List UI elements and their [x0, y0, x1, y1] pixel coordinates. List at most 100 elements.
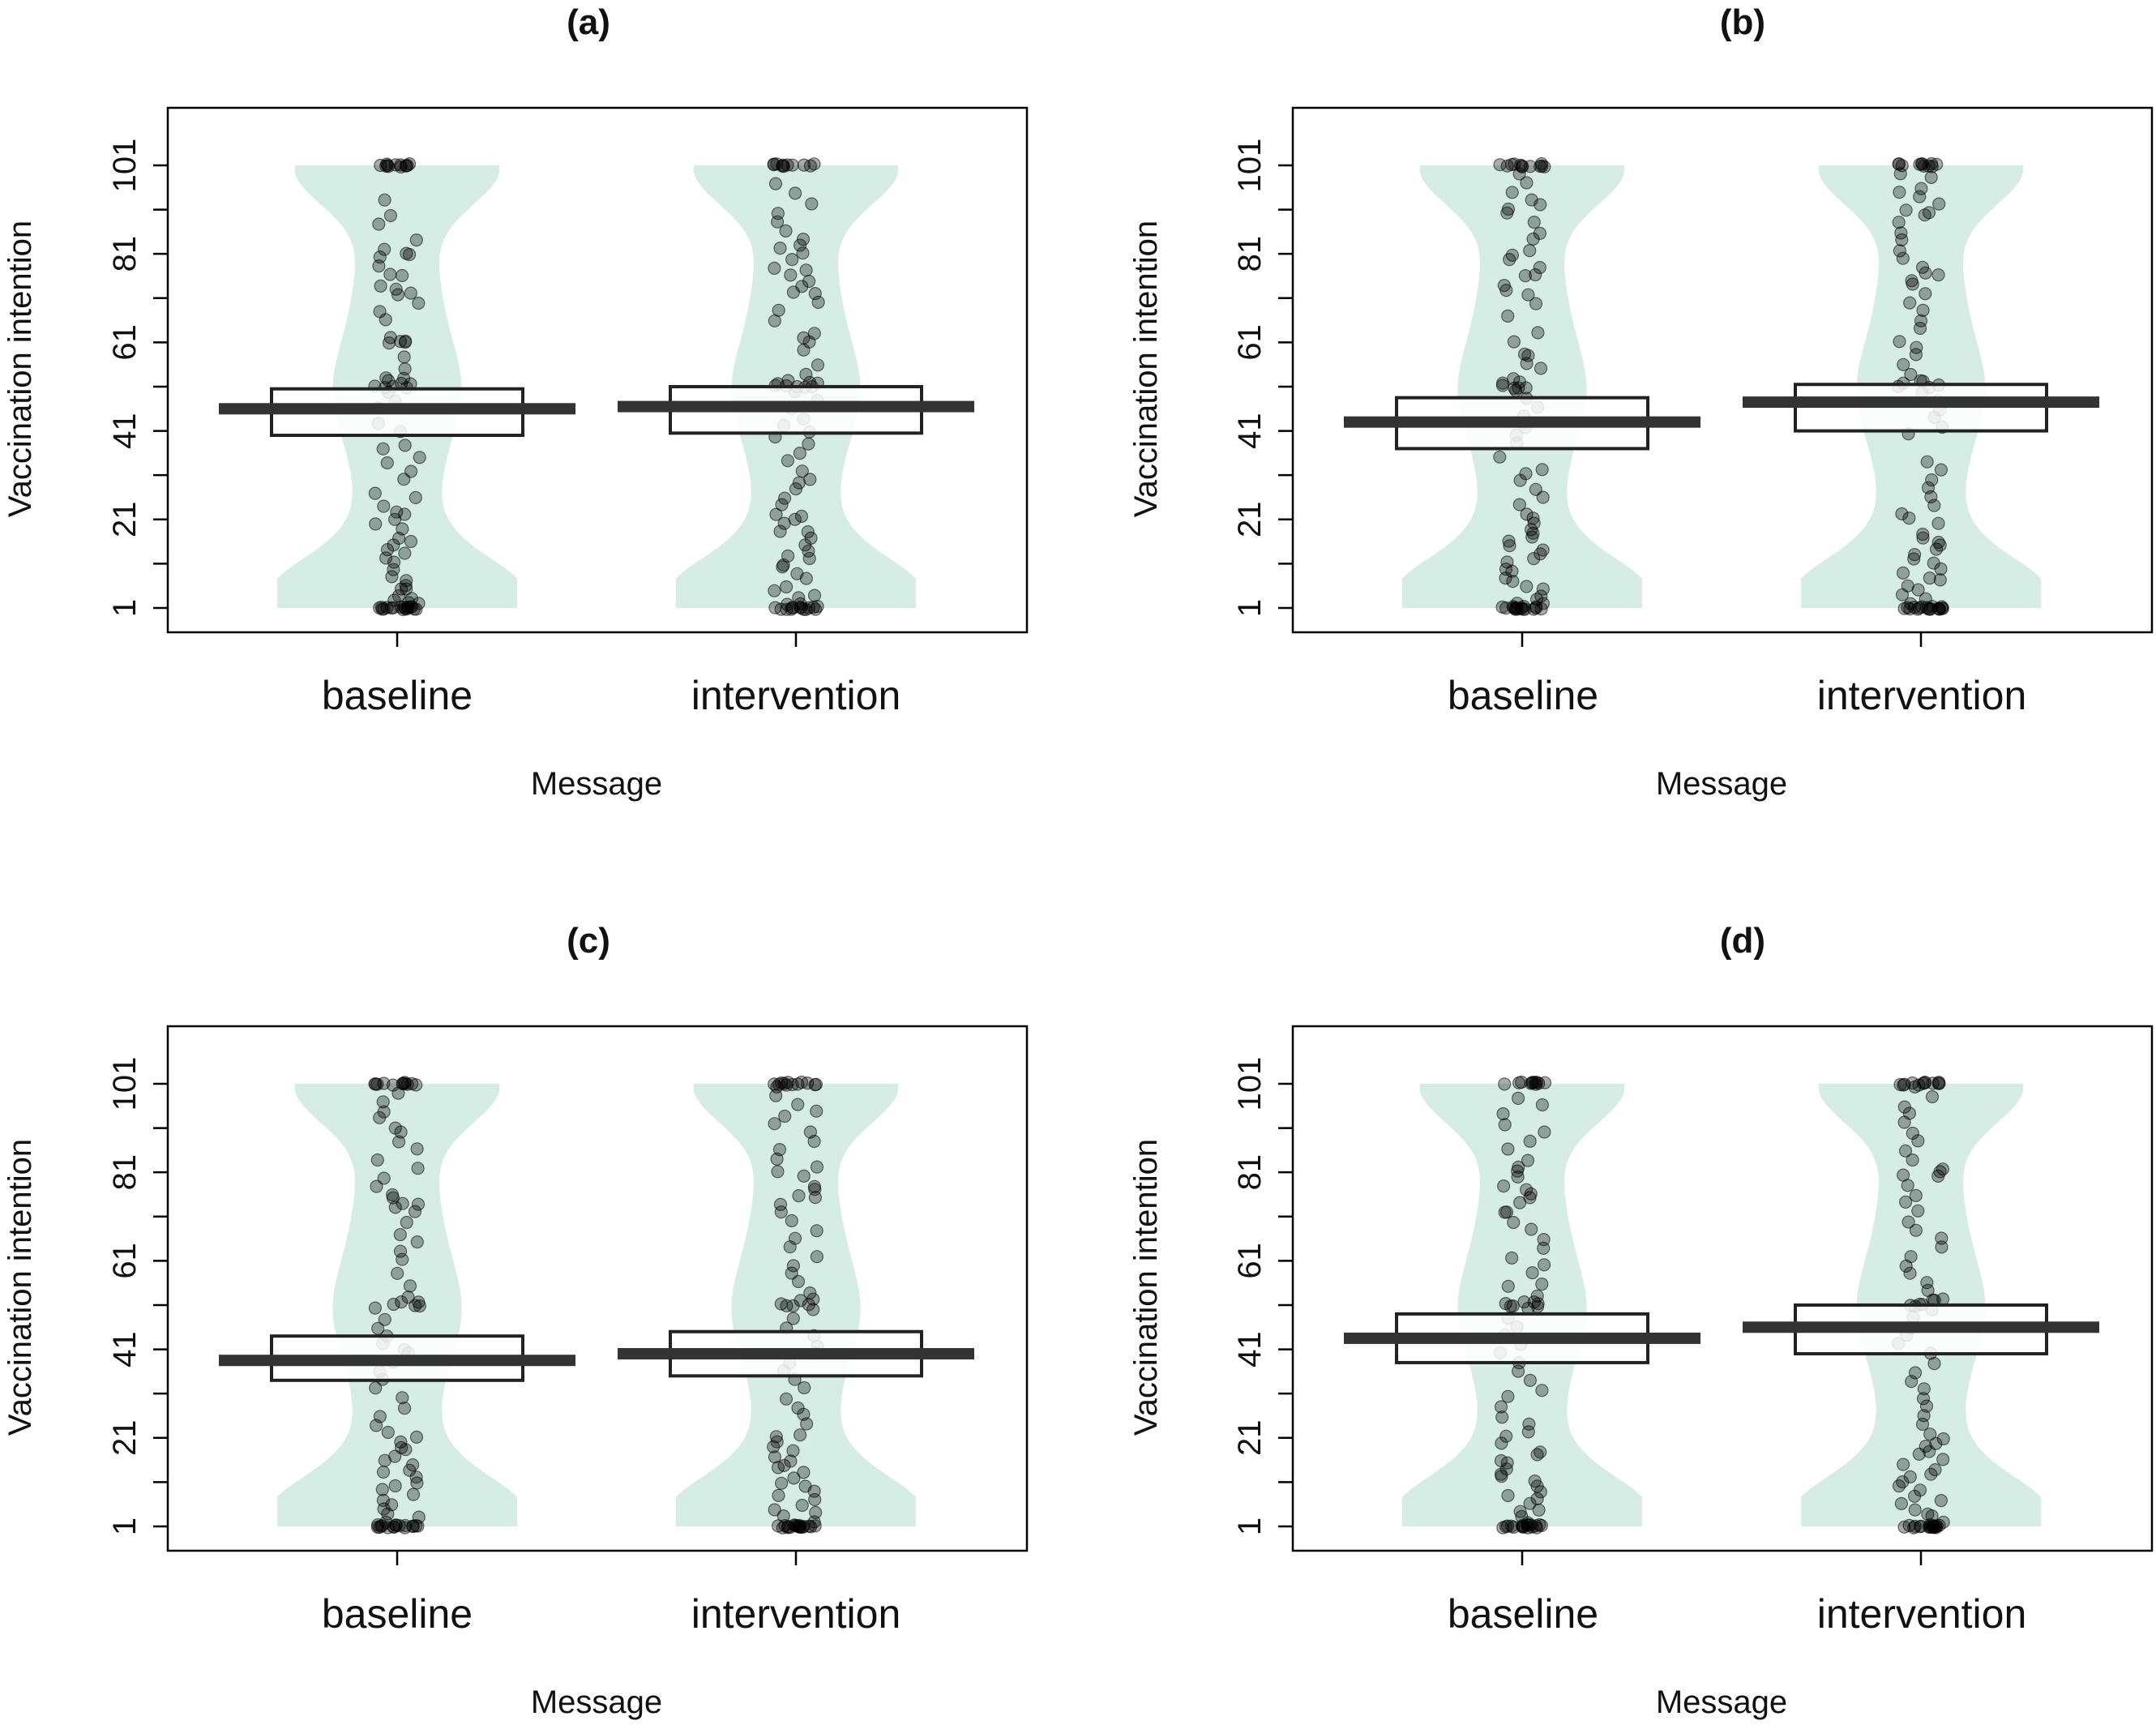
data-point: [1914, 182, 1928, 195]
data-point: [396, 1391, 409, 1405]
data-point: [393, 1227, 407, 1242]
data-point: [408, 1205, 422, 1218]
data-point: [1520, 507, 1534, 521]
data-point: [406, 1487, 421, 1501]
data-point: [781, 454, 795, 468]
data-point: [1523, 1373, 1538, 1388]
category-label-baseline: baseline: [1448, 673, 1598, 718]
data-point: [1527, 516, 1541, 530]
data-point: [385, 601, 399, 615]
y-axis-title: Vaccination intention: [1128, 1139, 1164, 1436]
data-point: [377, 1171, 391, 1185]
data-point: [383, 208, 397, 223]
data-point: [791, 1098, 805, 1111]
data-point: [1892, 216, 1906, 229]
data-point: [1517, 347, 1532, 361]
plot-frame: [1291, 106, 2154, 634]
data-point: [1499, 1296, 1512, 1311]
data-point: [397, 371, 411, 385]
data-point: [1532, 1503, 1546, 1517]
data-point: [1505, 186, 1519, 199]
data-point: [1895, 233, 1909, 246]
data-point: [801, 524, 815, 539]
data-point: [369, 517, 383, 531]
y-tick-label: 1: [107, 599, 143, 617]
data-point: [797, 1466, 811, 1479]
data-point: [1533, 226, 1547, 240]
median-bar-intervention: [1743, 396, 2099, 409]
data-point: [809, 1505, 823, 1520]
category-label-intervention: intervention: [1817, 673, 2027, 718]
data-point: [804, 531, 818, 546]
data-point: [397, 350, 411, 364]
data-point: [376, 1465, 391, 1479]
y-tick-label: 21: [107, 1420, 143, 1457]
data-point: [806, 1303, 820, 1316]
data-point: [1536, 597, 1551, 610]
data-point: [1495, 1436, 1508, 1450]
data-point: [398, 362, 412, 376]
data-point: [768, 1450, 782, 1464]
data-point: [1919, 1399, 1934, 1413]
data-point: [807, 589, 822, 602]
plot-frame: [166, 1025, 1029, 1552]
x-axis-title: Message: [531, 766, 662, 802]
data-point: [372, 217, 386, 231]
violin-baseline: [1402, 165, 1642, 608]
data-point: [1935, 1231, 1949, 1245]
data-point: [796, 246, 810, 260]
data-point: [1923, 1428, 1937, 1441]
data-point: [387, 538, 400, 552]
data-point: [1929, 1436, 1943, 1451]
data-point: [393, 1244, 408, 1258]
y-tick-label: 41: [1232, 1331, 1268, 1368]
y-tick-label: 61: [1232, 324, 1268, 361]
data-point: [1910, 340, 1923, 354]
data-point: [1534, 362, 1548, 375]
data-point: [1920, 455, 1934, 469]
data-point: [1928, 1462, 1942, 1477]
data-point: [370, 1153, 384, 1167]
data-point: [1528, 1075, 1542, 1089]
data-point: [398, 439, 412, 452]
data-point: [801, 1076, 815, 1090]
data-point: [376, 1493, 390, 1508]
data-point: [1924, 170, 1938, 184]
data-point: [802, 437, 815, 451]
data-point: [1901, 1215, 1915, 1229]
data-point: [1501, 309, 1515, 323]
data-point: [793, 1428, 807, 1442]
data-point: [1535, 1384, 1549, 1398]
data-point: [776, 1509, 790, 1523]
data-point: [791, 1077, 805, 1091]
data-point: [379, 371, 393, 385]
y-tick-label: 21: [1232, 502, 1268, 538]
category-label-intervention: intervention: [691, 673, 901, 718]
data-point: [375, 1483, 389, 1496]
y-tick-label: 1: [1232, 1517, 1268, 1535]
data-point: [786, 1444, 800, 1457]
data-point: [1916, 527, 1930, 541]
data-point: [376, 1095, 390, 1109]
data-point: [1893, 167, 1907, 181]
data-point: [1494, 1400, 1508, 1414]
data-point: [373, 1410, 387, 1423]
data-point: [400, 1215, 413, 1230]
data-point: [788, 186, 802, 200]
data-point: [774, 1476, 789, 1490]
data-point: [779, 580, 794, 594]
data-point: [1523, 244, 1537, 258]
data-point: [780, 1299, 794, 1313]
data-point: [1892, 1479, 1906, 1493]
data-point: [799, 367, 813, 381]
data-point: [1902, 511, 1916, 525]
data-point: [391, 1266, 404, 1280]
data-point: [386, 1188, 400, 1202]
data-point: [409, 1078, 423, 1092]
panel-title: (b): [1720, 2, 1765, 42]
data-point: [770, 157, 784, 171]
y-tick-label: 1: [1232, 599, 1268, 617]
data-point: [1916, 531, 1930, 545]
data-point: [398, 1521, 412, 1535]
data-point: [396, 1196, 409, 1210]
